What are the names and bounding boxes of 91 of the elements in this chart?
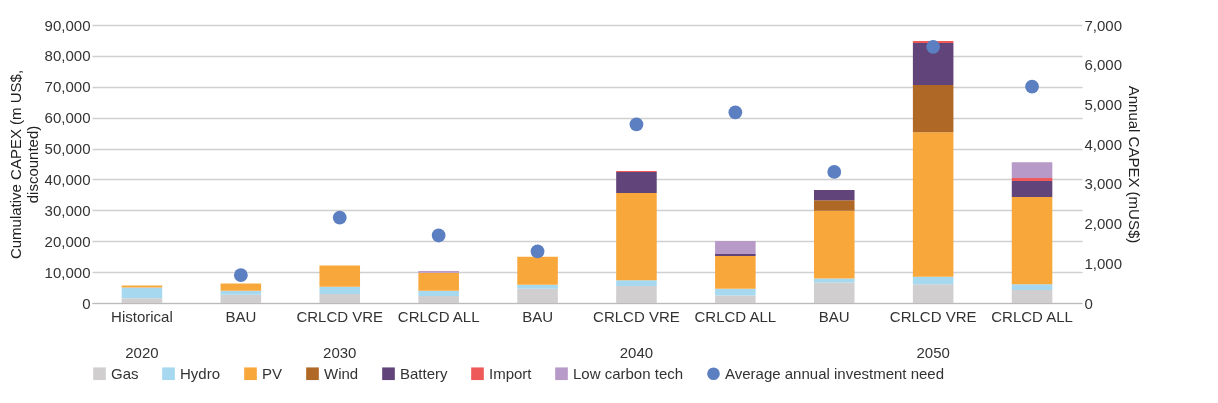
bar [912, 84, 954, 133]
bar [220, 290, 262, 295]
legend-label: PV [262, 364, 283, 382]
y2-tick-label: 6,000 [1084, 56, 1123, 74]
bar [616, 172, 657, 194]
bar [1011, 177, 1053, 181]
legend-label: Low carbon tech [573, 364, 684, 382]
point [233, 268, 248, 283]
point [926, 39, 941, 54]
bar [912, 276, 954, 285]
bar [220, 294, 262, 303]
y-tick-label: 70,000 [44, 78, 91, 96]
x-tick-label: BAU [522, 307, 553, 325]
bar [616, 280, 657, 287]
bar [912, 284, 954, 303]
y-axis-title: Cumulative CAPEX (m US$, discounted) [6, 69, 41, 260]
y2-tick-label: 1,000 [1084, 254, 1123, 272]
x-tick-label: CRLCD VRE [296, 307, 384, 325]
y-tick-label: 20,000 [44, 232, 91, 250]
bar [715, 256, 756, 289]
bar [418, 295, 459, 303]
legend-label: Import [489, 364, 533, 382]
x-tick-label: CRLCD ALL [991, 307, 1073, 325]
bar [517, 288, 558, 303]
bar [616, 286, 657, 303]
y-tick-label: 50,000 [44, 140, 91, 158]
text: 2030 [323, 344, 357, 361]
point [332, 210, 347, 225]
y2-axis-title: Annual CAPEX (mUS$) [1126, 85, 1144, 244]
bar [1011, 162, 1053, 178]
bar [1011, 180, 1053, 198]
bar [813, 200, 855, 211]
bar [715, 288, 756, 296]
bar [319, 265, 361, 287]
y-tick-label: 60,000 [44, 109, 91, 127]
bar [121, 287, 163, 299]
x-tick-label: CRLCD ALL [397, 307, 480, 325]
x-tick-label: CRLCD VRE [593, 307, 680, 325]
bar [319, 286, 361, 295]
bar [517, 284, 558, 289]
bar [715, 253, 756, 257]
bar [121, 298, 163, 303]
bar [1011, 197, 1053, 285]
point [728, 105, 743, 120]
y-tick-label: 40,000 [44, 170, 91, 188]
bar [220, 283, 262, 291]
text: 2050 [916, 344, 950, 361]
bar [813, 282, 855, 303]
bar [418, 272, 459, 291]
bar [813, 278, 855, 283]
y-tick-label: 30,000 [44, 201, 91, 219]
y2-tick-label: 2,000 [1084, 215, 1123, 233]
bar [121, 285, 163, 288]
bar [517, 256, 558, 285]
point [827, 165, 842, 179]
bar [1011, 284, 1053, 291]
bar [912, 132, 954, 277]
x-tick-label: BAU [818, 307, 850, 325]
x-tick-label: CRLCD VRE [889, 307, 977, 325]
point [431, 228, 446, 243]
point [1025, 79, 1039, 94]
bar [813, 189, 855, 201]
point [530, 244, 545, 259]
y2-tick-label: 5,000 [1084, 95, 1123, 113]
y2-tick-label: 0 [1084, 294, 1093, 312]
bar [1011, 290, 1053, 303]
text: 2040 [619, 344, 654, 361]
point [629, 117, 644, 132]
legend-label: Battery [400, 364, 449, 382]
legend-label: Wind [324, 364, 359, 382]
y2-tick-label: 4,000 [1084, 135, 1123, 153]
y2-tick-label: 3,000 [1084, 175, 1123, 193]
text: 2020 [125, 344, 159, 361]
y-tick-label: 10,000 [44, 263, 91, 281]
y-tick-label: 0 [82, 294, 91, 312]
x-tick-label: Historical [111, 307, 173, 325]
bar [418, 290, 459, 296]
legend-label: Gas [111, 364, 139, 382]
legend-label: Average annual investment need [725, 364, 945, 382]
y-tick-label: 80,000 [44, 47, 91, 65]
bar [813, 210, 855, 279]
bar [715, 240, 756, 254]
bar [616, 193, 657, 281]
x-tick-label: CRLCD ALL [694, 307, 777, 325]
bar [319, 294, 361, 303]
bar [715, 295, 756, 303]
bar [912, 42, 954, 85]
x-tick-label: BAU [225, 307, 257, 325]
legend-label: Hydro [180, 364, 221, 382]
y2-tick-label: 7,000 [1084, 16, 1123, 34]
y-tick-label: 90,000 [44, 16, 91, 34]
